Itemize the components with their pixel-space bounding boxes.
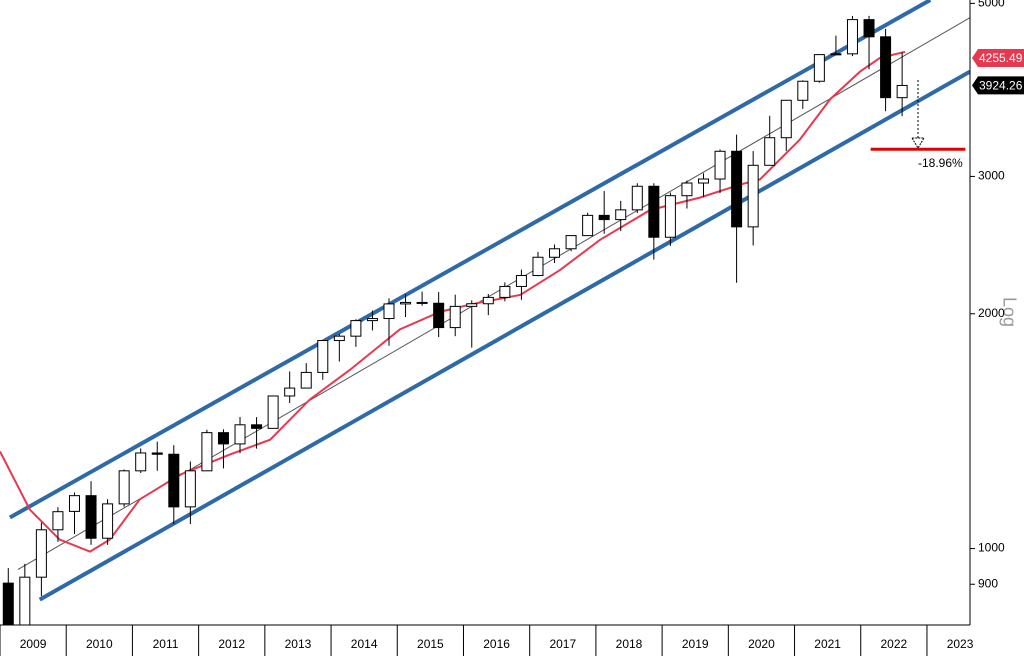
candle-body: [532, 256, 544, 277]
candle-body: [830, 53, 842, 56]
candle-body: [880, 36, 892, 99]
candle-body: [135, 452, 147, 472]
candle-body: [615, 209, 627, 221]
candle-body: [515, 275, 527, 287]
candle-body: [284, 387, 296, 397]
annotation: -18.96%: [918, 156, 963, 170]
candle-body: [582, 214, 594, 237]
candle-body: [267, 395, 279, 429]
candle-body: [747, 164, 759, 228]
y-tick-label: 900: [978, 576, 998, 590]
candle-body: [631, 185, 643, 211]
candle-body: [333, 335, 345, 342]
y-tick-label: 5000: [978, 0, 1005, 10]
candle-body: [731, 150, 743, 228]
candle-body: [416, 301, 428, 304]
candle-body: [598, 214, 610, 221]
candle-body: [714, 150, 726, 180]
candle-body: [664, 195, 676, 238]
candle-body: [217, 432, 229, 445]
candle-body: [366, 318, 378, 322]
candle-body: [813, 54, 825, 82]
x-tick-label: 2019: [682, 637, 709, 651]
candle-body: [68, 495, 80, 512]
candle-body: [482, 296, 494, 305]
candle-body: [184, 470, 196, 508]
candle-body: [780, 99, 792, 139]
y-tick-label: 3000: [978, 169, 1005, 183]
x-tick-label: 2015: [417, 637, 444, 651]
x-tick-label: 2010: [86, 637, 113, 651]
candle-body: [433, 302, 445, 329]
plot-area: [0, 0, 970, 625]
arrow-head: [911, 137, 925, 149]
candle-body: [2, 582, 14, 625]
candle-body: [201, 432, 213, 472]
candle-body: [565, 235, 577, 250]
price-label: 3924.26: [979, 79, 1023, 93]
x-tick-label: 2011: [153, 637, 179, 651]
price-tag: [972, 76, 1024, 95]
y-tick-label: 2000: [978, 306, 1005, 320]
x-tick-label: 2018: [616, 637, 643, 651]
x-tick-label: 2016: [483, 637, 510, 651]
x-tick-label: 2009: [20, 637, 47, 651]
candle-body: [19, 576, 31, 625]
candle-body: [168, 453, 180, 508]
candle-body: [648, 185, 660, 238]
candle-body: [896, 84, 908, 99]
candle-body: [118, 470, 130, 505]
candle-body: [85, 495, 97, 539]
candle-body: [797, 80, 809, 101]
candle-body: [863, 19, 875, 38]
candle-body: [151, 452, 163, 455]
candle-body: [846, 19, 858, 55]
candle-body: [35, 529, 47, 578]
candle-body: [52, 511, 64, 531]
candle-body: [764, 137, 776, 166]
x-tick-label: 2013: [285, 637, 312, 651]
candle-body: [499, 285, 511, 298]
candle-body: [549, 248, 561, 258]
overlay-line: [38, 69, 970, 602]
y-tick-label: 1000: [978, 541, 1005, 555]
x-tick-label: 2012: [218, 637, 245, 651]
candle-body: [383, 303, 395, 320]
price-label: 4255.49: [979, 51, 1023, 65]
price-tag: [972, 48, 1024, 67]
candle-body: [350, 320, 362, 337]
x-tick-label: 2022: [881, 637, 908, 651]
x-tick-label: 2021: [814, 637, 841, 651]
candle-body: [697, 178, 709, 184]
candle-body: [317, 340, 329, 373]
candle-body: [449, 305, 461, 329]
y-axis-label: Log: [999, 297, 1019, 327]
x-tick-label: 2020: [748, 637, 775, 651]
x-tick-label: 2017: [549, 637, 576, 651]
candle-body: [234, 424, 246, 445]
candle-body: [300, 371, 312, 389]
x-tick-label: 2023: [947, 637, 974, 651]
candle-body: [251, 424, 263, 429]
candle-body: [102, 503, 114, 539]
overlay-line: [8, 0, 932, 520]
x-tick-label: 2014: [351, 637, 378, 651]
candle-body: [681, 182, 693, 197]
candle-body: [400, 301, 412, 305]
candle-body: [466, 303, 478, 307]
